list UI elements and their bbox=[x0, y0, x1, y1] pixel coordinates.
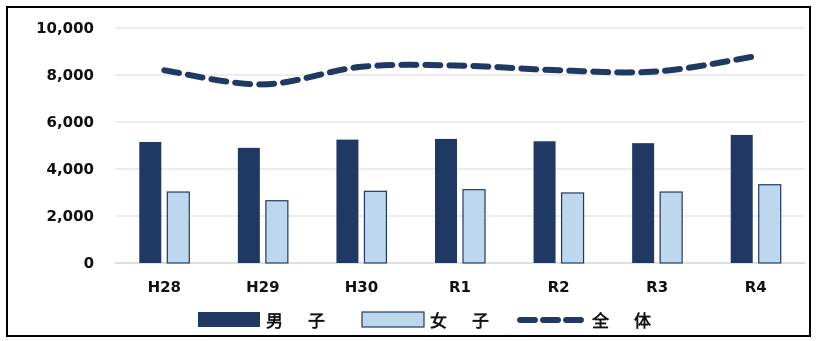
y-tick-label: 4,000 bbox=[47, 160, 94, 178]
y-axis: 0 2,000 4,000 6,000 8,000 10,000 bbox=[36, 19, 94, 272]
gridlines bbox=[115, 27, 805, 264]
bar-female bbox=[462, 189, 486, 264]
legend-label-male: 男 子 bbox=[266, 312, 329, 332]
x-tick-label: H28 bbox=[148, 278, 181, 296]
x-tick-label: R1 bbox=[449, 278, 471, 296]
x-tick-label: H30 bbox=[345, 278, 378, 296]
legend-swatch-male bbox=[198, 312, 260, 327]
bar-male bbox=[533, 141, 556, 263]
bar-male bbox=[336, 139, 359, 263]
x-axis: H28 H29 H30 R1 R2 R3 R4 bbox=[148, 278, 767, 296]
y-tick-label: 2,000 bbox=[47, 207, 94, 225]
bar-male bbox=[237, 147, 260, 263]
bar-male bbox=[632, 143, 655, 263]
bar-female bbox=[560, 192, 585, 264]
bar-female bbox=[758, 184, 782, 264]
bar-female bbox=[166, 191, 190, 264]
legend-swatch-female bbox=[361, 311, 425, 328]
bar-female bbox=[659, 191, 683, 264]
legend: 男 子 女 子 全 体 bbox=[198, 311, 655, 332]
x-tick-label: R3 bbox=[646, 278, 668, 296]
bar-male bbox=[139, 141, 162, 263]
total-line bbox=[161, 53, 759, 88]
y-tick-label: 0 bbox=[84, 254, 94, 272]
bar-male bbox=[730, 134, 753, 263]
x-tick-label: R2 bbox=[548, 278, 570, 296]
total-line-path bbox=[161, 53, 759, 88]
legend-label-female: 女 子 bbox=[430, 311, 493, 332]
bar-female bbox=[363, 190, 388, 264]
bar-male bbox=[435, 138, 457, 263]
x-tick-label: H29 bbox=[246, 278, 279, 296]
x-tick-label: R4 bbox=[745, 278, 767, 296]
legend-label-total: 全 体 bbox=[591, 311, 655, 332]
y-tick-label: 6,000 bbox=[47, 113, 94, 131]
bar-female bbox=[265, 200, 289, 264]
y-tick-label: 10,000 bbox=[36, 19, 94, 37]
y-tick-label: 8,000 bbox=[47, 66, 94, 84]
bars bbox=[139, 134, 782, 264]
